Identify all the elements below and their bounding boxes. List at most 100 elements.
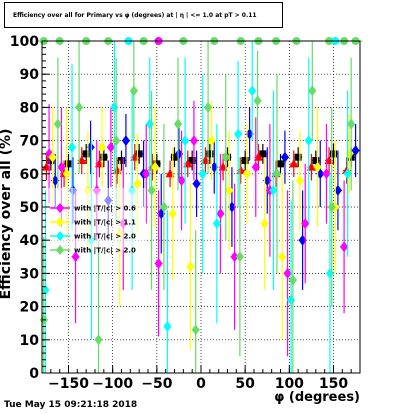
data-point: [343, 168, 352, 180]
data-point: [333, 184, 342, 196]
data-point: [198, 168, 207, 180]
data-point: [327, 201, 336, 213]
data-point: [330, 150, 337, 158]
legend-swatch: [56, 203, 64, 213]
data-point: [75, 101, 84, 113]
data-point: [86, 141, 95, 153]
data-point: [227, 201, 236, 213]
data-point: [192, 178, 201, 190]
data-point: [272, 168, 281, 180]
data-point: [225, 184, 234, 196]
data-point: [263, 174, 272, 186]
data-point: [100, 153, 108, 161]
data-point: [171, 153, 178, 161]
data-point: [230, 251, 239, 263]
data-point: [289, 158, 299, 168]
data-point: [174, 148, 183, 160]
data-point: [62, 168, 71, 180]
legend-label: with |T/|c| > 1.1: [74, 219, 136, 228]
legend-swatch: [56, 245, 64, 255]
data-point: [189, 135, 198, 147]
data-point: [188, 157, 196, 165]
data-point: [347, 118, 356, 130]
data-point: [322, 168, 331, 180]
data-point: [204, 101, 213, 113]
legend-label: with |T/|c| > 0.6: [74, 205, 136, 214]
data-point: [308, 85, 317, 97]
data-point: [57, 161, 66, 173]
data-point: [253, 95, 262, 107]
y-tick-label: 40: [20, 233, 40, 249]
data-point: [118, 157, 125, 165]
data-point: [106, 141, 115, 153]
y-tick-label: 50: [20, 200, 40, 216]
data-point: [191, 324, 200, 336]
x-tick-label: 50: [235, 376, 255, 392]
data-point: [177, 174, 186, 186]
data-point: [82, 150, 90, 158]
data-point: [277, 160, 284, 168]
data-point: [206, 150, 214, 158]
legend-label: with |T/|c| > 2.0: [74, 247, 136, 256]
data-point: [260, 218, 269, 230]
data-point: [259, 150, 267, 158]
data-point: [269, 184, 278, 196]
data-point: [288, 274, 297, 286]
data-point: [53, 118, 62, 130]
data-point: [235, 251, 244, 263]
x-tick-label: −50: [141, 376, 172, 392]
data-point: [135, 150, 143, 158]
legend-box: [46, 188, 146, 250]
data-point: [71, 251, 80, 263]
y-tick-label: 90: [20, 67, 40, 83]
data-point: [312, 157, 320, 165]
y-tick-label: 70: [20, 134, 40, 150]
data-point: [278, 251, 287, 263]
data-point: [241, 157, 249, 165]
data-point: [174, 118, 183, 130]
x-tick-label: −150: [48, 376, 89, 392]
datestamp: Tue May 15 09:21:18 2018: [4, 400, 138, 410]
legend-swatch: [56, 217, 64, 227]
y-tick-label: 30: [20, 266, 40, 282]
data-point: [340, 241, 349, 253]
data-point: [181, 135, 190, 147]
y-axis-label: Efficiency over all (%): [0, 128, 14, 300]
data-point: [234, 128, 243, 140]
chart-title-box: Efficiency over all for Primary vs φ (de…: [4, 2, 283, 28]
y-tick-label: 10: [20, 333, 40, 349]
data-point: [51, 174, 60, 186]
data-point: [48, 151, 57, 163]
data-point: [142, 168, 151, 180]
data-point: [159, 201, 168, 213]
y-tick-label: 20: [20, 300, 40, 316]
y-tick-label: 0: [29, 366, 39, 382]
x-tick-label: 0: [196, 376, 206, 392]
data-point: [216, 208, 225, 220]
legend-label: with |T/|c| > 2.0: [74, 233, 136, 242]
data-point: [186, 261, 195, 273]
data-point: [168, 208, 177, 220]
data-point: [304, 135, 313, 147]
data-point: [121, 135, 130, 147]
legend-swatch: [56, 231, 64, 241]
data-point: [153, 160, 161, 168]
data-point: [283, 267, 292, 279]
data-point: [163, 321, 172, 333]
data-point: [212, 218, 221, 230]
chart-title: Efficiency over all for Primary vs φ (de…: [13, 11, 257, 19]
data-point: [68, 141, 77, 153]
data-point: [251, 161, 260, 173]
data-point: [295, 174, 304, 186]
y-tick-label: 60: [20, 167, 40, 183]
x-tick-label: −100: [92, 376, 133, 392]
data-point: [351, 145, 360, 157]
data-point: [112, 135, 121, 147]
data-point: [210, 161, 219, 173]
data-point: [313, 161, 322, 173]
y-tick-label: 100: [10, 34, 39, 50]
x-tick-label: 100: [275, 376, 304, 392]
data-point: [207, 135, 216, 147]
data-point: [280, 151, 289, 163]
